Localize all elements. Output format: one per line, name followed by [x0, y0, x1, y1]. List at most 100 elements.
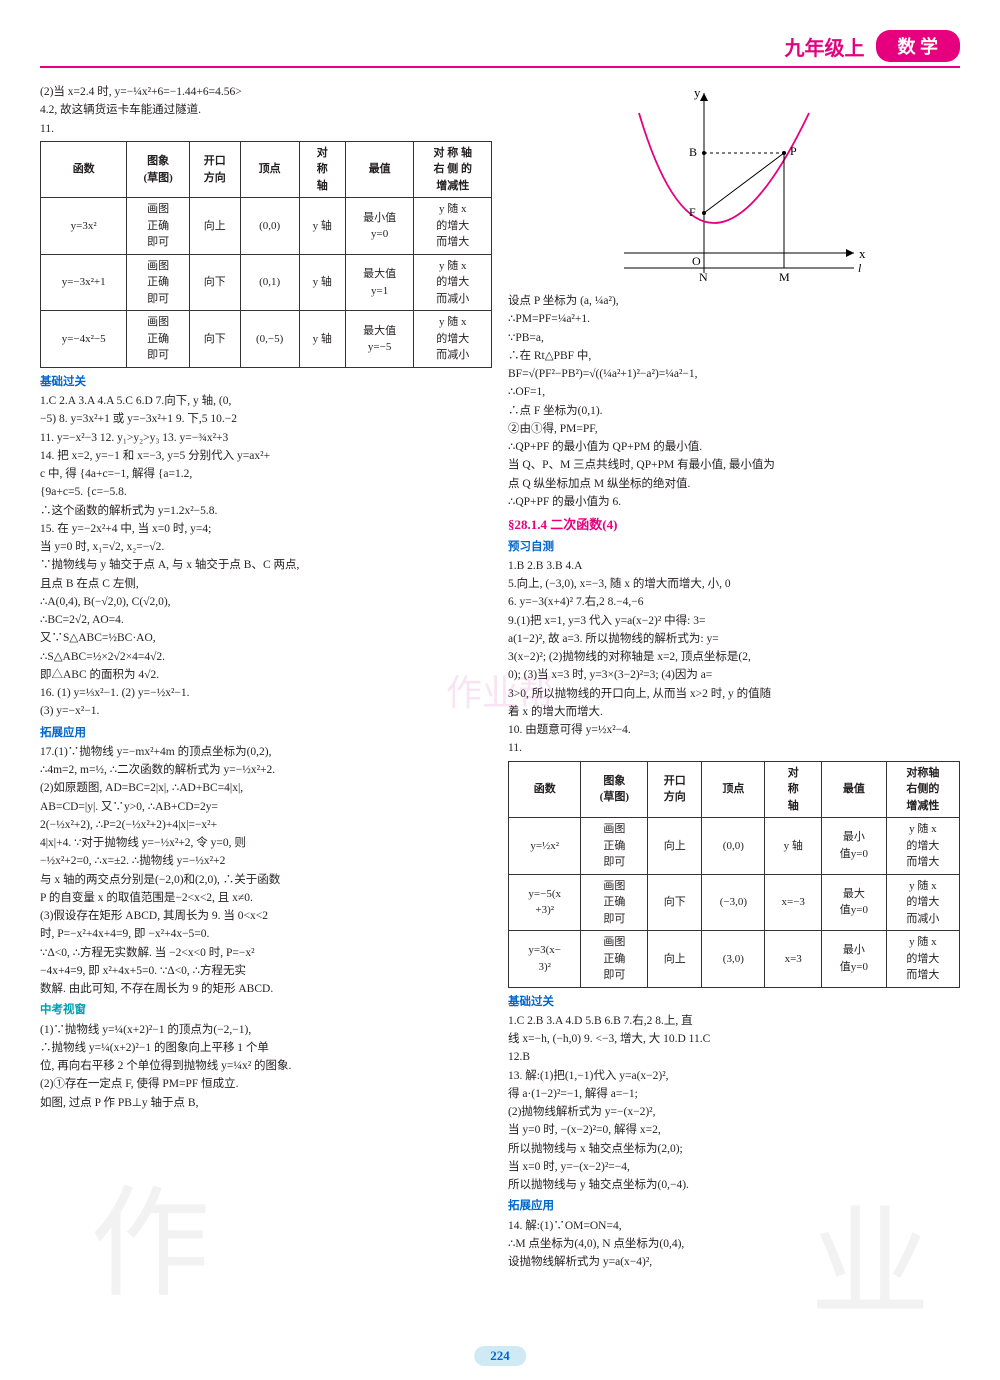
text: 0); (3)当 x=3 时, y=3×(3−2)²=3; (4)因为 a=	[508, 667, 960, 684]
text: 10. 由题意可得 y=½x²−4.	[508, 722, 960, 739]
text: ∵Δ<0, ∴方程无实数解. 当 −2<x<0 时, P=−x²	[40, 945, 492, 962]
text: 时, P=−x²+4x+4=9, 即 −x²+4x−5=0.	[40, 926, 492, 943]
table-row: y=−5(x+3)²画图正确即可向下(−3,0)x=−3最大值y=0y 随 x的…	[509, 874, 960, 931]
svg-text:O: O	[692, 254, 701, 268]
cell: y=½x²	[509, 818, 581, 875]
col-header: 对称轴右侧的增减性	[886, 761, 959, 818]
svg-text:x: x	[859, 246, 866, 261]
text: 当 Q、P、M 三点共线时, QP+PM 有最小值, 最小值为	[508, 457, 960, 474]
cell: (0,−5)	[240, 311, 299, 368]
cell: y=−4x²−5	[41, 311, 127, 368]
text: 即△ABC 的面积为 4√2.	[40, 667, 492, 684]
section-28-1-4: §28.1.4 二次函数(4)	[508, 515, 960, 535]
text: 1.B 2.B 3.B 4.A	[508, 558, 960, 575]
right-column: x y l O F B P M N 设点 P 坐标为 (a, ¼a²),∴PM=…	[508, 83, 960, 1272]
cell: 最大值y=−5	[345, 311, 414, 368]
table-1: 函数图象(草图)开口方向顶点对称轴最值对 称 轴右 侧 的增减性 y=3x²画图…	[40, 141, 492, 368]
section-jichu: 基础过关	[40, 374, 492, 391]
cell: (−3,0)	[702, 874, 765, 931]
table-row: y=−3x²+1画图正确即可向下(0,1)y 轴最大值y=1y 随 x的增大而减…	[41, 254, 492, 311]
text: 又∵S△ABC=½BC·AO,	[40, 630, 492, 647]
text: 4.2, 故这辆货运卡车能通过隧道.	[40, 102, 492, 119]
text: ∴在 Rt△PBF 中,	[508, 348, 960, 365]
text: 3(x−2)²; (2)抛物线的对称轴是 x=2, 顶点坐标是(2,	[508, 649, 960, 666]
cell: 最大值y=1	[345, 254, 414, 311]
page-number: 224	[474, 1346, 526, 1366]
section-tuozhan: 拓展应用	[40, 725, 492, 742]
text: 当 x=0 时, y=−(x−2)²=−4,	[508, 1159, 960, 1176]
cell: (0,0)	[702, 818, 765, 875]
jichu-block: 1.C 2.A 3.A 4.A 5.C 6.D 7.向下, y 轴, (0,−5…	[40, 393, 492, 721]
cell: 最小值y=0	[821, 931, 886, 988]
col-header: 对 称 轴右 侧 的增减性	[414, 141, 492, 198]
text: 11.	[40, 121, 492, 138]
table-row: y=−4x²−5画图正确即可向下(0,−5)y 轴最大值y=−5y 随 x的增大…	[41, 311, 492, 368]
cell: 最小值y=0	[821, 818, 886, 875]
cell: y 轴	[299, 254, 345, 311]
svg-text:y: y	[694, 85, 701, 100]
cell: 向下	[648, 874, 702, 931]
col-header: 对称轴	[765, 761, 821, 818]
svg-text:P: P	[790, 144, 797, 158]
col-header: 函数	[509, 761, 581, 818]
cell: y 轴	[765, 818, 821, 875]
text: 点 Q 纵坐标加点 M 纵坐标的绝对值.	[508, 476, 960, 493]
text: 5.向上, (−3,0), x=−3, 随 x 的增大而增大, 小, 0	[508, 576, 960, 593]
cell: y 随 x的增大而减小	[414, 311, 492, 368]
text: ∴OF=1,	[508, 384, 960, 401]
section-tuozhan-2: 拓展应用	[508, 1198, 960, 1215]
cell: (3,0)	[702, 931, 765, 988]
text: ∴A(0,4), B(−√2,0), C(√2,0),	[40, 594, 492, 611]
text: 着 x 的增大而增大.	[508, 704, 960, 721]
svg-text:B: B	[689, 145, 697, 159]
text: 与 x 轴的两交点分别是(−2,0)和(2,0), ∴关于函数	[40, 872, 492, 889]
col-header: 对称轴	[299, 141, 345, 198]
col-header: 最值	[345, 141, 414, 198]
text: 2(−½x²+2), ∴P=2(−½x²+2)+4|x|=−x²+	[40, 817, 492, 834]
svg-text:F: F	[689, 205, 696, 219]
svg-text:M: M	[779, 270, 790, 283]
cell: 画图正确即可	[581, 818, 648, 875]
cell: y=3(x−3)²	[509, 931, 581, 988]
text: 11. y=−x²−3 12. y₁>y₂>y₃ 13. y=−¾x²+3	[40, 430, 492, 447]
cell: y 随 x的增大而减小	[414, 254, 492, 311]
text: 9.(1)把 x=1, y=3 代入 y=a(x−2)² 中得: 3=	[508, 613, 960, 630]
table-row: y=3x²画图正确即可向上(0,0)y 轴最小值y=0y 随 x的增大而增大	[41, 198, 492, 255]
text: ∴M 点坐标为(4,0), N 点坐标为(0,4),	[508, 1236, 960, 1253]
text: −½x²+2=0, ∴x=±2. ∴抛物线 y=−½x²+2	[40, 853, 492, 870]
cell: 向上	[648, 818, 702, 875]
text: (1)∵抛物线 y=¼(x+2)²−1 的顶点为(−2,−1),	[40, 1022, 492, 1039]
cell: y 轴	[299, 311, 345, 368]
text: 17.(1)∵抛物线 y=−mx²+4m 的顶点坐标为(0,2),	[40, 744, 492, 761]
text: BF=√(PF²−PB²)=√((¼a²+1)²−a²)=¼a²−1,	[508, 366, 960, 383]
text: {9a+c=5. {c=−5.8.	[40, 484, 492, 501]
text: 当 y=0 时, −(x−2)²=0, 解得 x=2,	[508, 1122, 960, 1139]
cell: (0,0)	[240, 198, 299, 255]
yuxi-block: 1.B 2.B 3.B 4.A5.向上, (−3,0), x=−3, 随 x 的…	[508, 558, 960, 758]
text: 14. 把 x=2, y=−1 和 x=−3, y=5 分别代入 y=ax²+	[40, 448, 492, 465]
text: 如图, 过点 P 作 PB⊥y 轴于点 B,	[40, 1095, 492, 1112]
text: ∴这个函数的解析式为 y=1.2x²−5.8.	[40, 503, 492, 520]
text: c 中, 得 {4a+c=−1, 解得 {a=1.2,	[40, 466, 492, 483]
zhongkao-block: (1)∵抛物线 y=¼(x+2)²−1 的顶点为(−2,−1),∴抛物线 y=¼…	[40, 1022, 492, 1112]
text: ∵PB=a,	[508, 330, 960, 347]
col-header: 开口方向	[189, 141, 240, 198]
text: AB=CD=|y|. 又∵y>0, ∴AB+CD=2y=	[40, 799, 492, 816]
text: (2)如原题图, AD=BC=2|x|, ∴AD+BC=4|x|,	[40, 780, 492, 797]
cell: 画图正确即可	[581, 874, 648, 931]
text: ∴QP+PF 的最小值为 6.	[508, 494, 960, 511]
text: 1.C 2.B 3.A 4.D 5.B 6.B 7.右,2 8.上, 直	[508, 1013, 960, 1030]
jichu2-block: 1.C 2.B 3.A 4.D 5.B 6.B 7.右,2 8.上, 直线 x=…	[508, 1013, 960, 1195]
text: ∴点 F 坐标为(0,1).	[508, 403, 960, 420]
cell: 最小值y=0	[345, 198, 414, 255]
col-header: 开口方向	[648, 761, 702, 818]
cell: (0,1)	[240, 254, 299, 311]
grade-label: 九年级上	[785, 32, 865, 61]
text: ∴4m=2, m=½, ∴二次函数的解析式为 y=−½x²+2.	[40, 762, 492, 779]
text: 数解. 由此可知, 不存在周长为 9 的矩形 ABCD.	[40, 981, 492, 998]
cell: y 随 x的增大而增大	[886, 818, 959, 875]
tuozhan2-block: 14. 解:(1)∵OM=ON=4,∴M 点坐标为(4,0), N 点坐标为(0…	[508, 1218, 960, 1272]
cell: 向下	[189, 254, 240, 311]
cell: 画图正确即可	[581, 931, 648, 988]
cell: 画图正确即可	[127, 254, 190, 311]
